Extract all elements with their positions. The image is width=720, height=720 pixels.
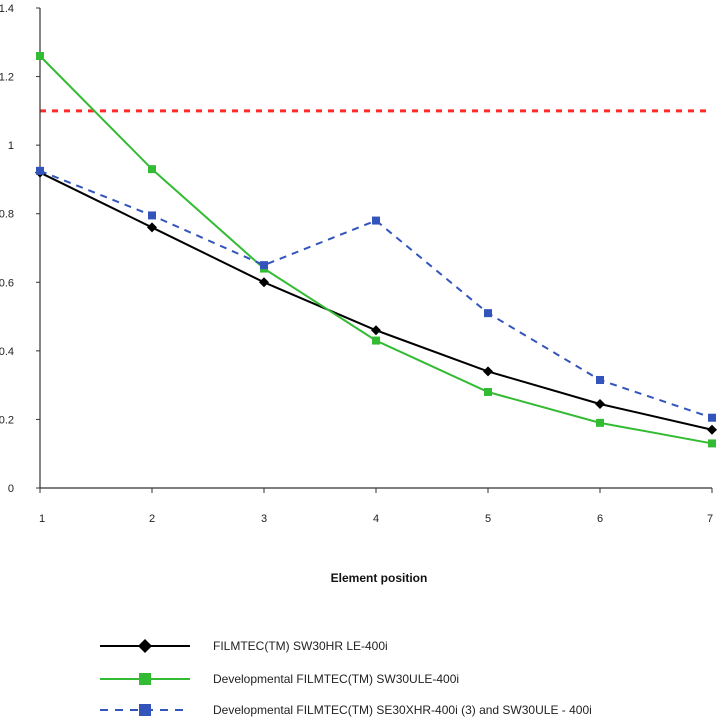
y-tick-label: 0.2 [0,414,14,426]
data-point [484,388,492,396]
series-3 [36,166,716,422]
data-point [708,439,716,448]
data-point [36,166,44,175]
x-tick-label: 6 [597,513,603,525]
y-tick-label: 1.4 [0,3,14,15]
legend-item-1: FILMTEC(TM) SW30HR LE-400i [100,639,388,653]
legend-swatch-marker [139,704,151,716]
legend-label: Developmental FILMTEC(TM) SE30XHR-400i (… [213,703,592,717]
data-point [707,424,717,435]
axes: 0 0.2 0.4 0.6 0.8 1 1.2 1.4 1 2 3 4 5 6 7 [0,3,713,525]
series-layer [35,52,717,448]
data-point [371,325,381,336]
data-point [260,261,268,270]
legend-label: Developmental FILMTEC(TM) SW30ULE-400i [213,672,459,686]
legend-item-3: Developmental FILMTEC(TM) SE30XHR-400i (… [100,703,592,717]
legend-swatch-marker [139,673,151,685]
legend-label: FILMTEC(TM) SW30HR LE-400i [213,639,388,653]
data-point [372,216,380,225]
legend: FILMTEC(TM) SW30HR LE-400i Developmental … [100,639,592,717]
series-line [39,55,713,445]
data-point [708,413,716,422]
data-point [36,52,44,60]
data-point [595,399,605,409]
y-tick-label: 1 [8,140,14,152]
x-tick-label: 3 [261,513,267,525]
x-tick-label: 2 [149,513,155,525]
data-point [484,309,492,318]
data-point [372,336,380,345]
data-point [259,277,269,288]
y-tick-label: 0 [8,483,14,495]
data-point [596,376,604,384]
legend-item-2: Developmental FILMTEC(TM) SW30ULE-400i [100,672,459,686]
y-tick-label: 0.8 [0,209,14,221]
x-tick-label: 1 [39,513,45,525]
x-tick-label: 5 [485,513,491,525]
data-point [148,165,156,174]
x-tick-label: 7 [707,513,713,525]
x-tick-label: 4 [373,513,379,525]
series-1 [35,167,717,435]
y-tick-label: 0.6 [0,277,14,289]
data-point [483,366,493,377]
data-point [147,222,157,233]
x-axis-title: Element position [331,571,428,585]
y-tick-label: 1.2 [0,72,14,84]
data-point [596,418,604,427]
series-line [39,169,713,419]
legend-swatch-marker [138,639,152,653]
y-tick-label: 0.4 [0,346,14,358]
data-point [148,211,156,220]
